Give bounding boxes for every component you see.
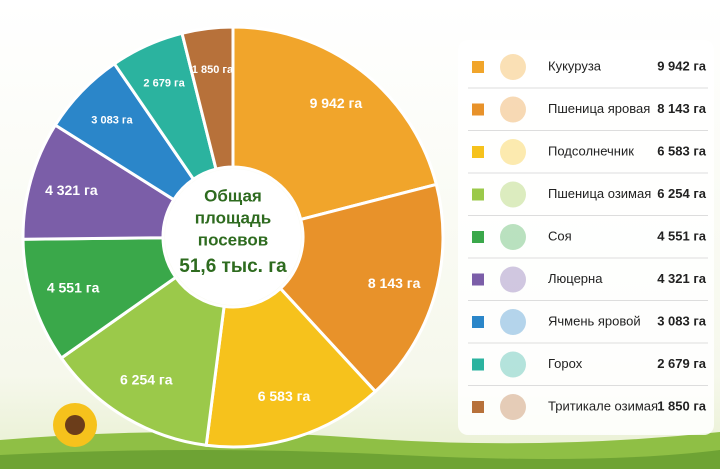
pie-slice <box>204 286 378 449</box>
legend-value: 3 083 га <box>657 313 707 328</box>
legend-icon <box>500 309 526 335</box>
pie-slice <box>59 275 226 447</box>
field-front <box>0 450 720 469</box>
legend-label: Кукуруза <box>548 58 602 73</box>
sunflower-center <box>65 415 85 435</box>
center-text: Общая <box>204 186 262 205</box>
legend-icon <box>500 54 526 80</box>
legend-swatch <box>472 61 484 73</box>
legend-swatch <box>472 103 484 116</box>
legend-swatch <box>472 358 484 371</box>
legend-label: Горох <box>548 356 583 371</box>
slice-label: 4 551 га <box>47 279 100 295</box>
legend-label: Люцерна <box>548 271 603 286</box>
legend-icon <box>500 139 526 165</box>
legend-label: Ячмень яровой <box>548 313 641 328</box>
legend-panel <box>458 40 714 435</box>
legend-icon <box>500 351 526 378</box>
legend-icon <box>500 96 526 123</box>
slice-label: 2 679 га <box>143 78 185 90</box>
legend-value: 9 942 га <box>657 58 707 73</box>
pie-chart: 9 942 га 8 143 га 6 583 га 6 254 га 4 551 га… <box>21 25 445 449</box>
slice-label: 6 583 га <box>258 388 311 404</box>
legend-value: 6 254 га <box>657 186 707 201</box>
center-text: площадь <box>195 208 271 227</box>
slice-label: 6 254 га <box>120 372 173 388</box>
legend-swatch <box>472 316 484 328</box>
center-total: 51,6 тыс. га <box>179 256 287 277</box>
legend-value: 4 321 га <box>657 271 707 286</box>
legend-value: 8 143 га <box>657 101 707 116</box>
slice-label: 1 850 га <box>192 64 234 76</box>
legend-label: Соя <box>548 228 572 243</box>
slice-label: 4 321 га <box>45 182 98 198</box>
center-text: посевов <box>198 230 268 249</box>
slice-label: 9 942 га <box>310 95 363 111</box>
slice-label: 8 143 га <box>368 275 421 291</box>
legend-icon <box>500 266 526 293</box>
legend-value: 2 679 га <box>657 356 707 371</box>
pie-slice <box>180 25 235 171</box>
pie-slice <box>231 25 439 222</box>
pie-slice <box>278 182 445 394</box>
slice-label: 3 083 га <box>91 114 133 126</box>
center-circle <box>165 169 301 305</box>
legend-icon <box>500 224 526 250</box>
legend-value: 4 551 га <box>657 228 707 243</box>
legend-swatch <box>472 146 484 158</box>
legend-label: Подсолнечник <box>548 143 634 158</box>
legend-swatch <box>472 231 484 243</box>
legend-label: Пшеница озимая <box>548 186 651 201</box>
legend-label: Тритикале озимая <box>548 398 658 413</box>
legend-swatch <box>472 188 484 201</box>
legend: Кукуруза 9 942 га Пшеница яровая 8 143 га По… <box>458 40 714 435</box>
legend-value: 1 850 га <box>657 398 707 413</box>
legend-swatch <box>472 273 484 286</box>
legend-icon <box>500 394 526 420</box>
legend-swatch <box>472 401 484 413</box>
legend-value: 6 583 га <box>657 143 707 158</box>
legend-label: Пшеница яровая <box>548 101 650 116</box>
legend-icon <box>500 181 526 208</box>
